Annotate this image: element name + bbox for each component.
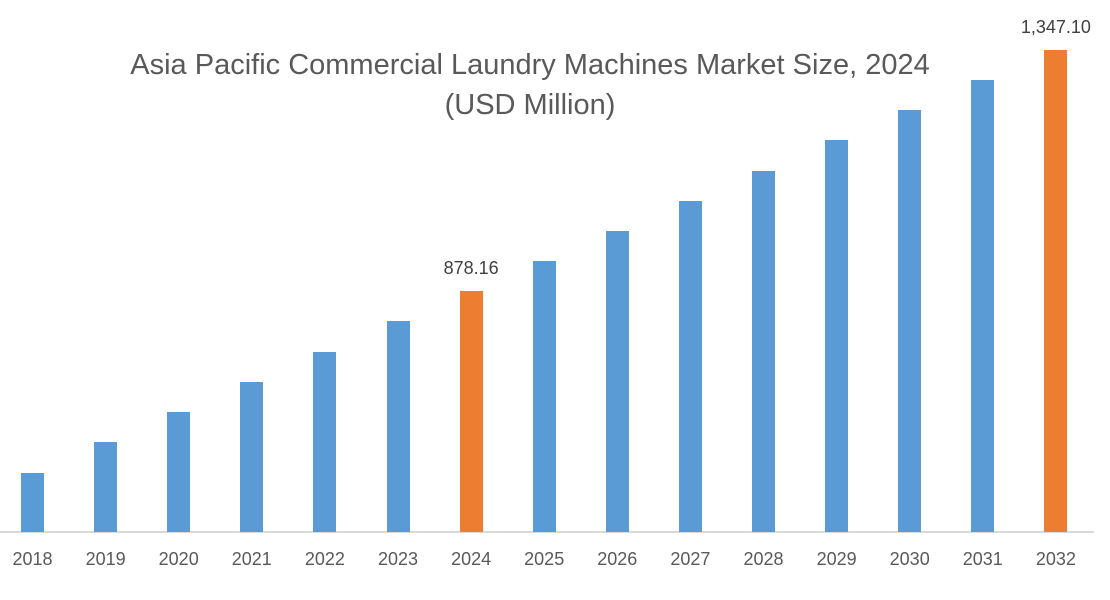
bar-2025 [532, 261, 556, 532]
bar-2021 [240, 382, 264, 532]
x-tick-label: 2027 [670, 549, 711, 569]
chart-subtitle: (USD Million) [444, 89, 616, 121]
x-tick-label: 2020 [158, 549, 199, 569]
bar-2026 [605, 231, 629, 532]
x-tick-label: 2022 [304, 549, 345, 569]
data-label-2032: 1,347.10 [1020, 17, 1091, 37]
bar-2029 [825, 140, 849, 532]
bar-2024 [459, 291, 483, 532]
chart-title: Asia Pacific Commercial Laundry Machines… [130, 49, 930, 81]
bar-2030 [898, 110, 922, 532]
bar-2018 [21, 473, 44, 532]
x-tick-label: 2024 [451, 549, 492, 569]
x-tick-label: 2030 [889, 549, 930, 569]
bar-2020 [167, 412, 191, 532]
bar-2019 [94, 442, 118, 532]
x-tick-label: 2021 [231, 549, 272, 569]
x-axis-line [0, 531, 1094, 533]
data-label-2024: 878.16 [443, 258, 499, 278]
bar-2022 [313, 352, 337, 532]
bar-2028 [752, 171, 775, 532]
bar-2027 [678, 201, 702, 532]
x-tick-label: 2025 [524, 549, 565, 569]
x-tick-label: 2023 [377, 549, 419, 569]
x-tick-label: 2019 [85, 549, 126, 569]
bar-2023 [386, 321, 410, 532]
x-tick-label: 2028 [743, 549, 784, 569]
x-tick-label: 2031 [962, 549, 1003, 569]
x-tick-label: 2029 [816, 549, 857, 569]
bar-2031 [971, 80, 995, 532]
bar-2032 [1044, 50, 1068, 532]
x-tick-label: 2026 [597, 549, 638, 569]
x-tick-label: 2032 [1035, 549, 1076, 569]
x-tick-label: 2018 [12, 549, 53, 569]
